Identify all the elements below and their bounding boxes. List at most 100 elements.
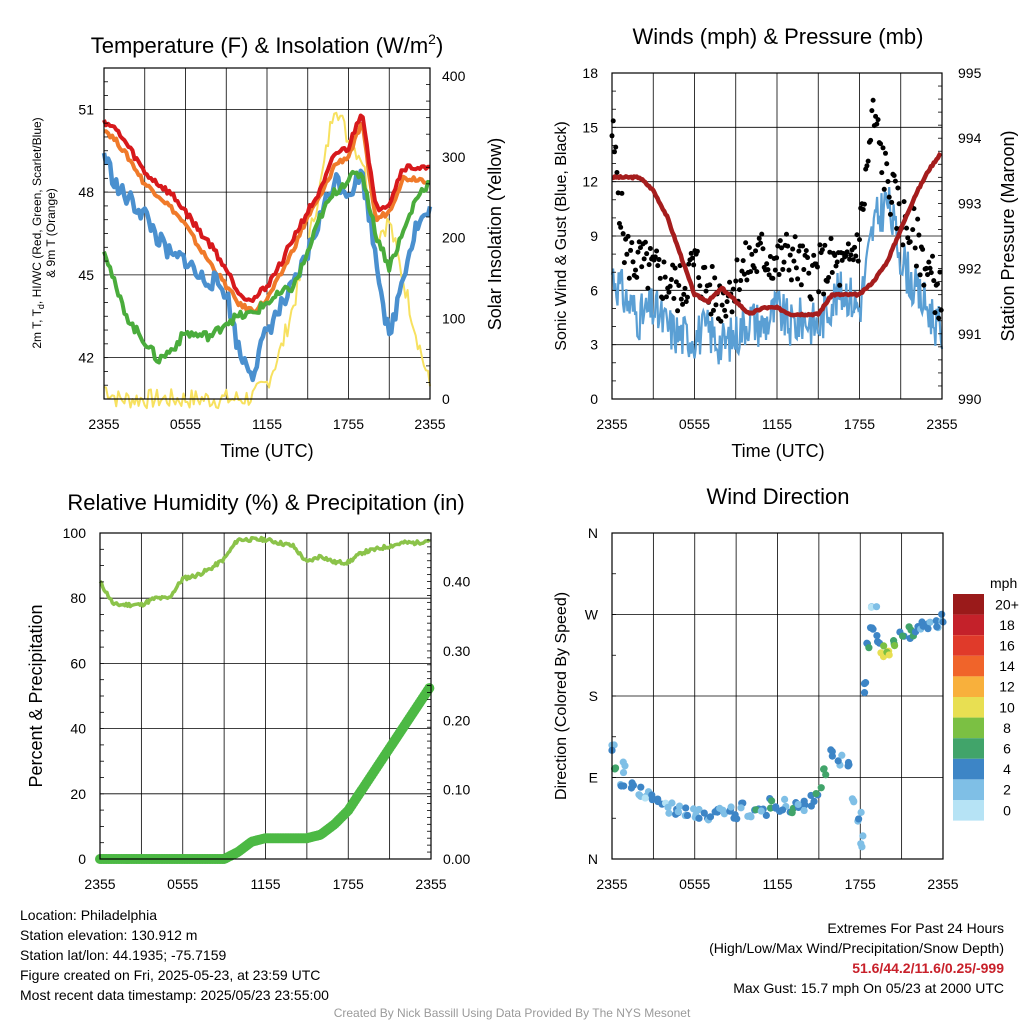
gust-point (853, 253, 859, 259)
direction-point (877, 649, 885, 657)
gust-point (936, 315, 942, 321)
y-tick-label: 42 (78, 350, 94, 366)
direction-point (817, 784, 825, 792)
gust-point (681, 291, 687, 297)
direction-point (820, 765, 828, 773)
gust-point (780, 266, 786, 272)
gust-point (655, 263, 661, 269)
gust-point (793, 265, 799, 271)
y-tick-label: N (588, 851, 598, 867)
gust-point (837, 282, 843, 288)
x-tick-label: 0555 (679, 876, 710, 892)
gust-point (819, 247, 825, 253)
direction-point (838, 751, 846, 759)
colorbar-label: 10 (999, 699, 1015, 715)
gust-point (932, 310, 938, 316)
direction-point (855, 815, 863, 823)
gust-point (808, 296, 814, 302)
gust-point (781, 259, 787, 265)
gust-point (821, 291, 827, 297)
gust-point (628, 247, 634, 253)
gust-point (852, 244, 858, 250)
y-tick-label: 45 (78, 267, 94, 283)
gust-point (787, 252, 793, 258)
direction-point (619, 768, 628, 777)
direction-point (778, 806, 787, 814)
y-tick-label: 18 (582, 65, 598, 81)
colorbar-swatch (953, 738, 984, 759)
direction-point (648, 796, 656, 804)
direction-point (898, 632, 907, 640)
gust-point (904, 225, 910, 231)
x-tick-label: 2355 (88, 416, 119, 432)
winds-grid (611, 73, 943, 399)
colorbar-label: 16 (999, 638, 1015, 654)
x-tick-label: 1155 (250, 876, 280, 892)
gust-point (686, 261, 692, 267)
winds-series (609, 97, 944, 365)
y-tick-label: 9 (590, 228, 598, 244)
gust-point (636, 239, 642, 245)
direction-point (668, 799, 676, 807)
gust-point (625, 233, 631, 239)
gust-point (661, 259, 667, 265)
y-tick-label: 12 (582, 174, 598, 190)
gust-point (727, 279, 733, 285)
gust-point (645, 285, 651, 291)
y2-tick-label: 400 (442, 68, 466, 84)
series-line-9m (103, 121, 431, 314)
gust-point (751, 265, 757, 271)
direction-panel: Wind Direction N E S W N 2355 0555 1155 1755 2355… (553, 484, 1019, 892)
gust-point (635, 249, 641, 255)
gust-point (730, 286, 736, 292)
direction-point (641, 794, 649, 802)
direction-point (757, 807, 765, 815)
y2-tick-label: 990 (958, 391, 982, 407)
direction-point (781, 795, 789, 804)
gust-point (806, 270, 812, 276)
gust-point (740, 258, 746, 264)
gust-point (891, 172, 897, 178)
gust-point (805, 255, 811, 261)
gust-point (928, 270, 934, 276)
colorbar-label: 0 (1003, 802, 1011, 818)
gust-point (920, 246, 926, 252)
colorbar-swatch (953, 717, 984, 739)
gust-point (697, 283, 703, 289)
y2-tick-label: 0.20 (443, 712, 470, 728)
gust-point (614, 170, 620, 176)
colorbar-swatch (953, 800, 984, 821)
gust-point (647, 245, 653, 251)
gust-point (896, 201, 902, 207)
direction-point (828, 747, 836, 756)
pressure-y-label: Station Pressure (Maroon) (998, 130, 1018, 341)
gust-point (688, 250, 694, 256)
y2-tick-label: 992 (958, 261, 982, 277)
gust-point (672, 265, 678, 271)
y-tick-label: 40 (70, 721, 86, 737)
gust-point (795, 276, 801, 282)
gust-point (886, 194, 892, 200)
gust-point (870, 97, 876, 103)
gust-point (772, 267, 778, 273)
gust-point (786, 267, 792, 273)
direction-point (674, 808, 682, 816)
gust-point (756, 235, 762, 241)
gust-point (626, 275, 632, 281)
gust-point (880, 145, 886, 151)
gust-point (744, 277, 750, 283)
x-tick-label: 2355 (596, 876, 627, 892)
x-tick-label: 1155 (762, 876, 792, 892)
direction-point (628, 779, 636, 787)
colorbar-label: 20+ (995, 596, 1019, 612)
gust-point (673, 279, 679, 285)
gust-point (748, 269, 754, 275)
direction-point (794, 800, 802, 809)
gust-point (723, 313, 729, 319)
y-tick-label: 0 (78, 851, 86, 867)
colorbar-label: 18 (999, 617, 1015, 633)
y-tick-label: S (589, 688, 598, 704)
y-tick-label: 100 (63, 525, 87, 541)
gust-point (828, 236, 834, 242)
direction-point (695, 814, 703, 822)
